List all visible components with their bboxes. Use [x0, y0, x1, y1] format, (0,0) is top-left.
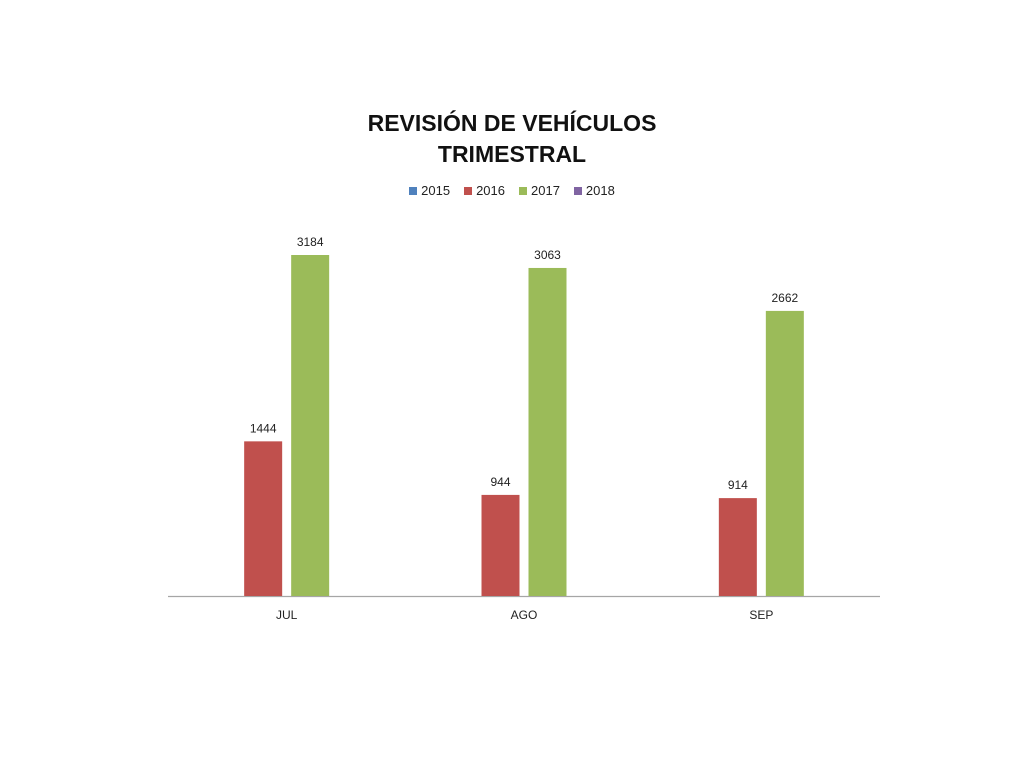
data-label-2017-sep: 2662: [771, 291, 798, 305]
legend-label-2017: 2017: [531, 183, 560, 198]
chart-title-line-1: REVISIÓN DE VEHÍCULOS: [367, 110, 657, 136]
legend-swatch-2015: [409, 186, 418, 195]
legend-swatch-2016: [464, 186, 473, 195]
legend-label-2018: 2018: [585, 183, 615, 198]
legend-item-2016: 2016: [464, 183, 505, 198]
legend-item-2017: 2017: [519, 183, 560, 198]
legend-label-2015: 2015: [421, 183, 451, 198]
chart-legend: 2015 2016 2017 2018: [0, 183, 1024, 198]
legend-swatch-2018: [573, 186, 582, 195]
data-label-2017-jul: 3184: [297, 235, 324, 249]
chart-title: REVISIÓN DE VEHÍCULOS TRIMESTRAL: [0, 108, 1024, 170]
bar-2016-sep: [718, 498, 757, 596]
bar-2017-ago: [528, 267, 567, 596]
legend-item-2018: 2018: [573, 183, 615, 198]
x-tick-label-jul: JUL: [276, 608, 298, 622]
x-tick-label-ago: AGO: [511, 608, 538, 622]
legend-swatch-2017: [519, 186, 527, 195]
bar-2016-ago: [481, 494, 520, 596]
bar-2017-sep: [765, 310, 804, 596]
data-label-2017-ago: 3063: [534, 248, 561, 262]
x-tick-label-sep: SEP: [749, 608, 773, 622]
legend-label-2016: 2016: [476, 183, 505, 198]
data-label-2016-jul: 1444: [250, 421, 277, 435]
legend-item-2015: 2015: [409, 183, 450, 198]
bar-2017-jul: [291, 255, 330, 596]
data-label-2016-ago: 944: [490, 475, 510, 489]
bar-2016-jul: [244, 441, 283, 596]
chart-title-line-2: TRIMESTRAL: [437, 141, 587, 167]
data-label-2016-sep: 914: [728, 478, 748, 492]
